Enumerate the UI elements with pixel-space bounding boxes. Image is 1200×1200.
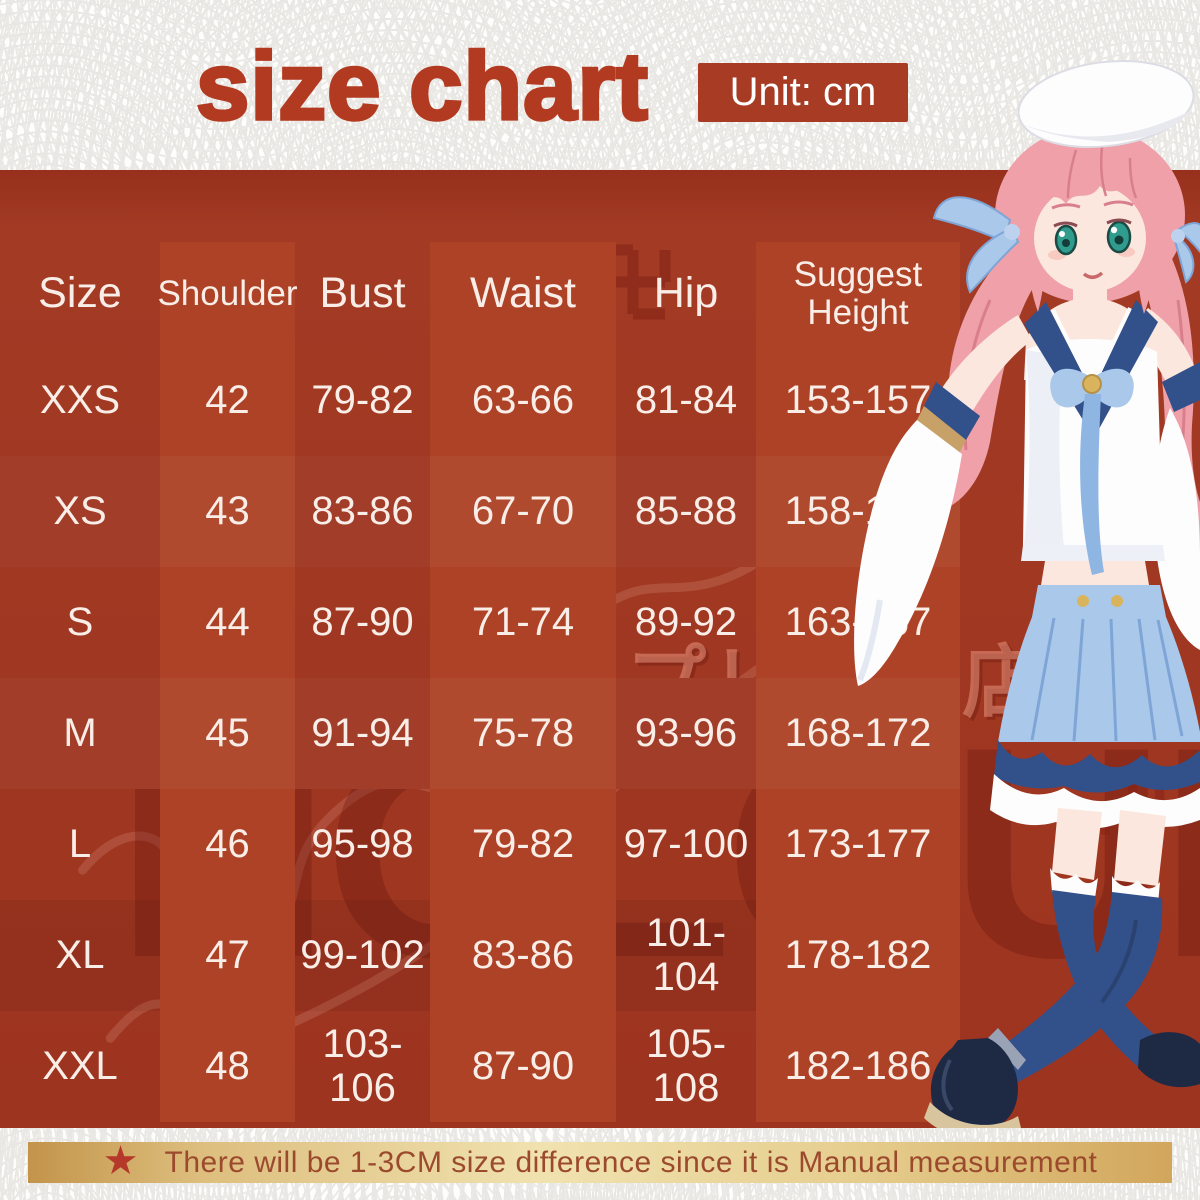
- row-label: M: [0, 678, 160, 789]
- eyes: [1051, 200, 1134, 256]
- table-cell: 67-70: [430, 456, 616, 567]
- row-label: XL: [0, 900, 160, 1011]
- character-illustration: [854, 59, 1200, 1130]
- column-header: Suggest Height: [756, 242, 960, 345]
- back-shoe: [1138, 1032, 1200, 1088]
- table-row: XS 43 83-86 67-70 85-88 158-162: [0, 456, 960, 567]
- table-cell: 105-108: [645, 1022, 727, 1110]
- table-cell: 85-88: [616, 456, 756, 567]
- neck-ribbon: [1050, 368, 1134, 575]
- column-header: Bust: [319, 269, 406, 318]
- table-cell: 44: [160, 567, 295, 678]
- table-cell: 87-90: [430, 1011, 616, 1122]
- table-cell: 79-82: [430, 789, 616, 900]
- table-cell: 182-186: [756, 1011, 960, 1122]
- column-header: Size: [38, 269, 122, 318]
- unit-badge: Unit: cm: [698, 63, 908, 122]
- table-row: XXL 48 103-106 87-90 105-108 182-186: [0, 1011, 960, 1122]
- table-cell: 93-96: [616, 678, 756, 789]
- table-cell: 153-157: [756, 345, 960, 456]
- table-cell: 71-74: [430, 567, 616, 678]
- table-cell: 87-90: [311, 599, 414, 644]
- bangs: [1032, 132, 1164, 204]
- table-cell: 97-100: [623, 821, 749, 866]
- table-cell: 83-86: [295, 456, 430, 567]
- row-label: XXS: [39, 377, 121, 422]
- table-header-row: Size Shoulder Bust Waist Hip Suggest Height: [0, 242, 960, 345]
- table-cell: 83-86: [430, 900, 616, 1011]
- table-cell: 75-78: [430, 678, 616, 789]
- note-bar: ★ There will be 1-3CM size difference si…: [28, 1138, 1172, 1183]
- footer-strip: ★ There will be 1-3CM size difference si…: [0, 1128, 1200, 1200]
- beret: [1017, 59, 1195, 149]
- table-row: XXS 42 79-82 63-66 81-84 153-157: [0, 345, 960, 456]
- column-header: Waist: [430, 242, 616, 345]
- table-cell: 45: [160, 678, 295, 789]
- front-shoe: [924, 1028, 1026, 1130]
- manji-watermark-icon: [595, 244, 671, 320]
- table-cell: 43: [160, 456, 295, 567]
- table-cell: 48: [160, 1011, 295, 1122]
- legs: [990, 808, 1200, 1088]
- left-arm: [854, 315, 1032, 686]
- row-label: L: [68, 821, 92, 866]
- row-label: XS: [0, 456, 160, 567]
- header-strip: [0, 0, 1200, 170]
- table-cell: 95-98: [311, 821, 414, 866]
- star-icon: ★: [102, 1138, 139, 1183]
- table-cell: 99-102: [295, 900, 430, 1011]
- hair-ribbons: [932, 196, 1200, 294]
- note-text: There will be 1-3CM size difference sinc…: [164, 1145, 1098, 1179]
- table-row: L 46 95-98 79-82 97-100 173-177: [0, 789, 960, 900]
- table-row: M 45 91-94 75-78 93-96 168-172: [0, 678, 960, 789]
- table-cell: 89-92: [634, 599, 738, 644]
- column-header: Shoulder: [157, 242, 298, 345]
- page-title: size chart: [194, 32, 649, 141]
- table-cell: 173-177: [756, 789, 960, 900]
- table-cell: 101-104: [616, 900, 756, 1011]
- row-label: S: [66, 599, 94, 644]
- table-cell: 91-94: [295, 678, 430, 789]
- table-cell: 42: [160, 345, 295, 456]
- table-cell: 47: [160, 900, 295, 1011]
- row-label: XXL: [42, 1043, 118, 1088]
- face: [1027, 184, 1155, 314]
- table-cell: 81-84: [634, 377, 738, 422]
- table-cell: 63-66: [430, 345, 616, 456]
- table-cell: 178-182: [756, 900, 960, 1011]
- mouth: [1082, 271, 1104, 279]
- table-cell: 168-172: [756, 678, 960, 789]
- column-header: Hip: [653, 269, 719, 318]
- table-cell: 46: [160, 789, 295, 900]
- size-table: Size Shoulder Bust Waist Hip Suggest Height XX…: [0, 242, 960, 1122]
- skirt: [990, 585, 1200, 829]
- table-row: XL 47 99-102 83-86 101-104 178-182: [0, 900, 960, 1011]
- table-cell: 79-82: [311, 377, 414, 422]
- table-cell: 103-106: [322, 1022, 403, 1110]
